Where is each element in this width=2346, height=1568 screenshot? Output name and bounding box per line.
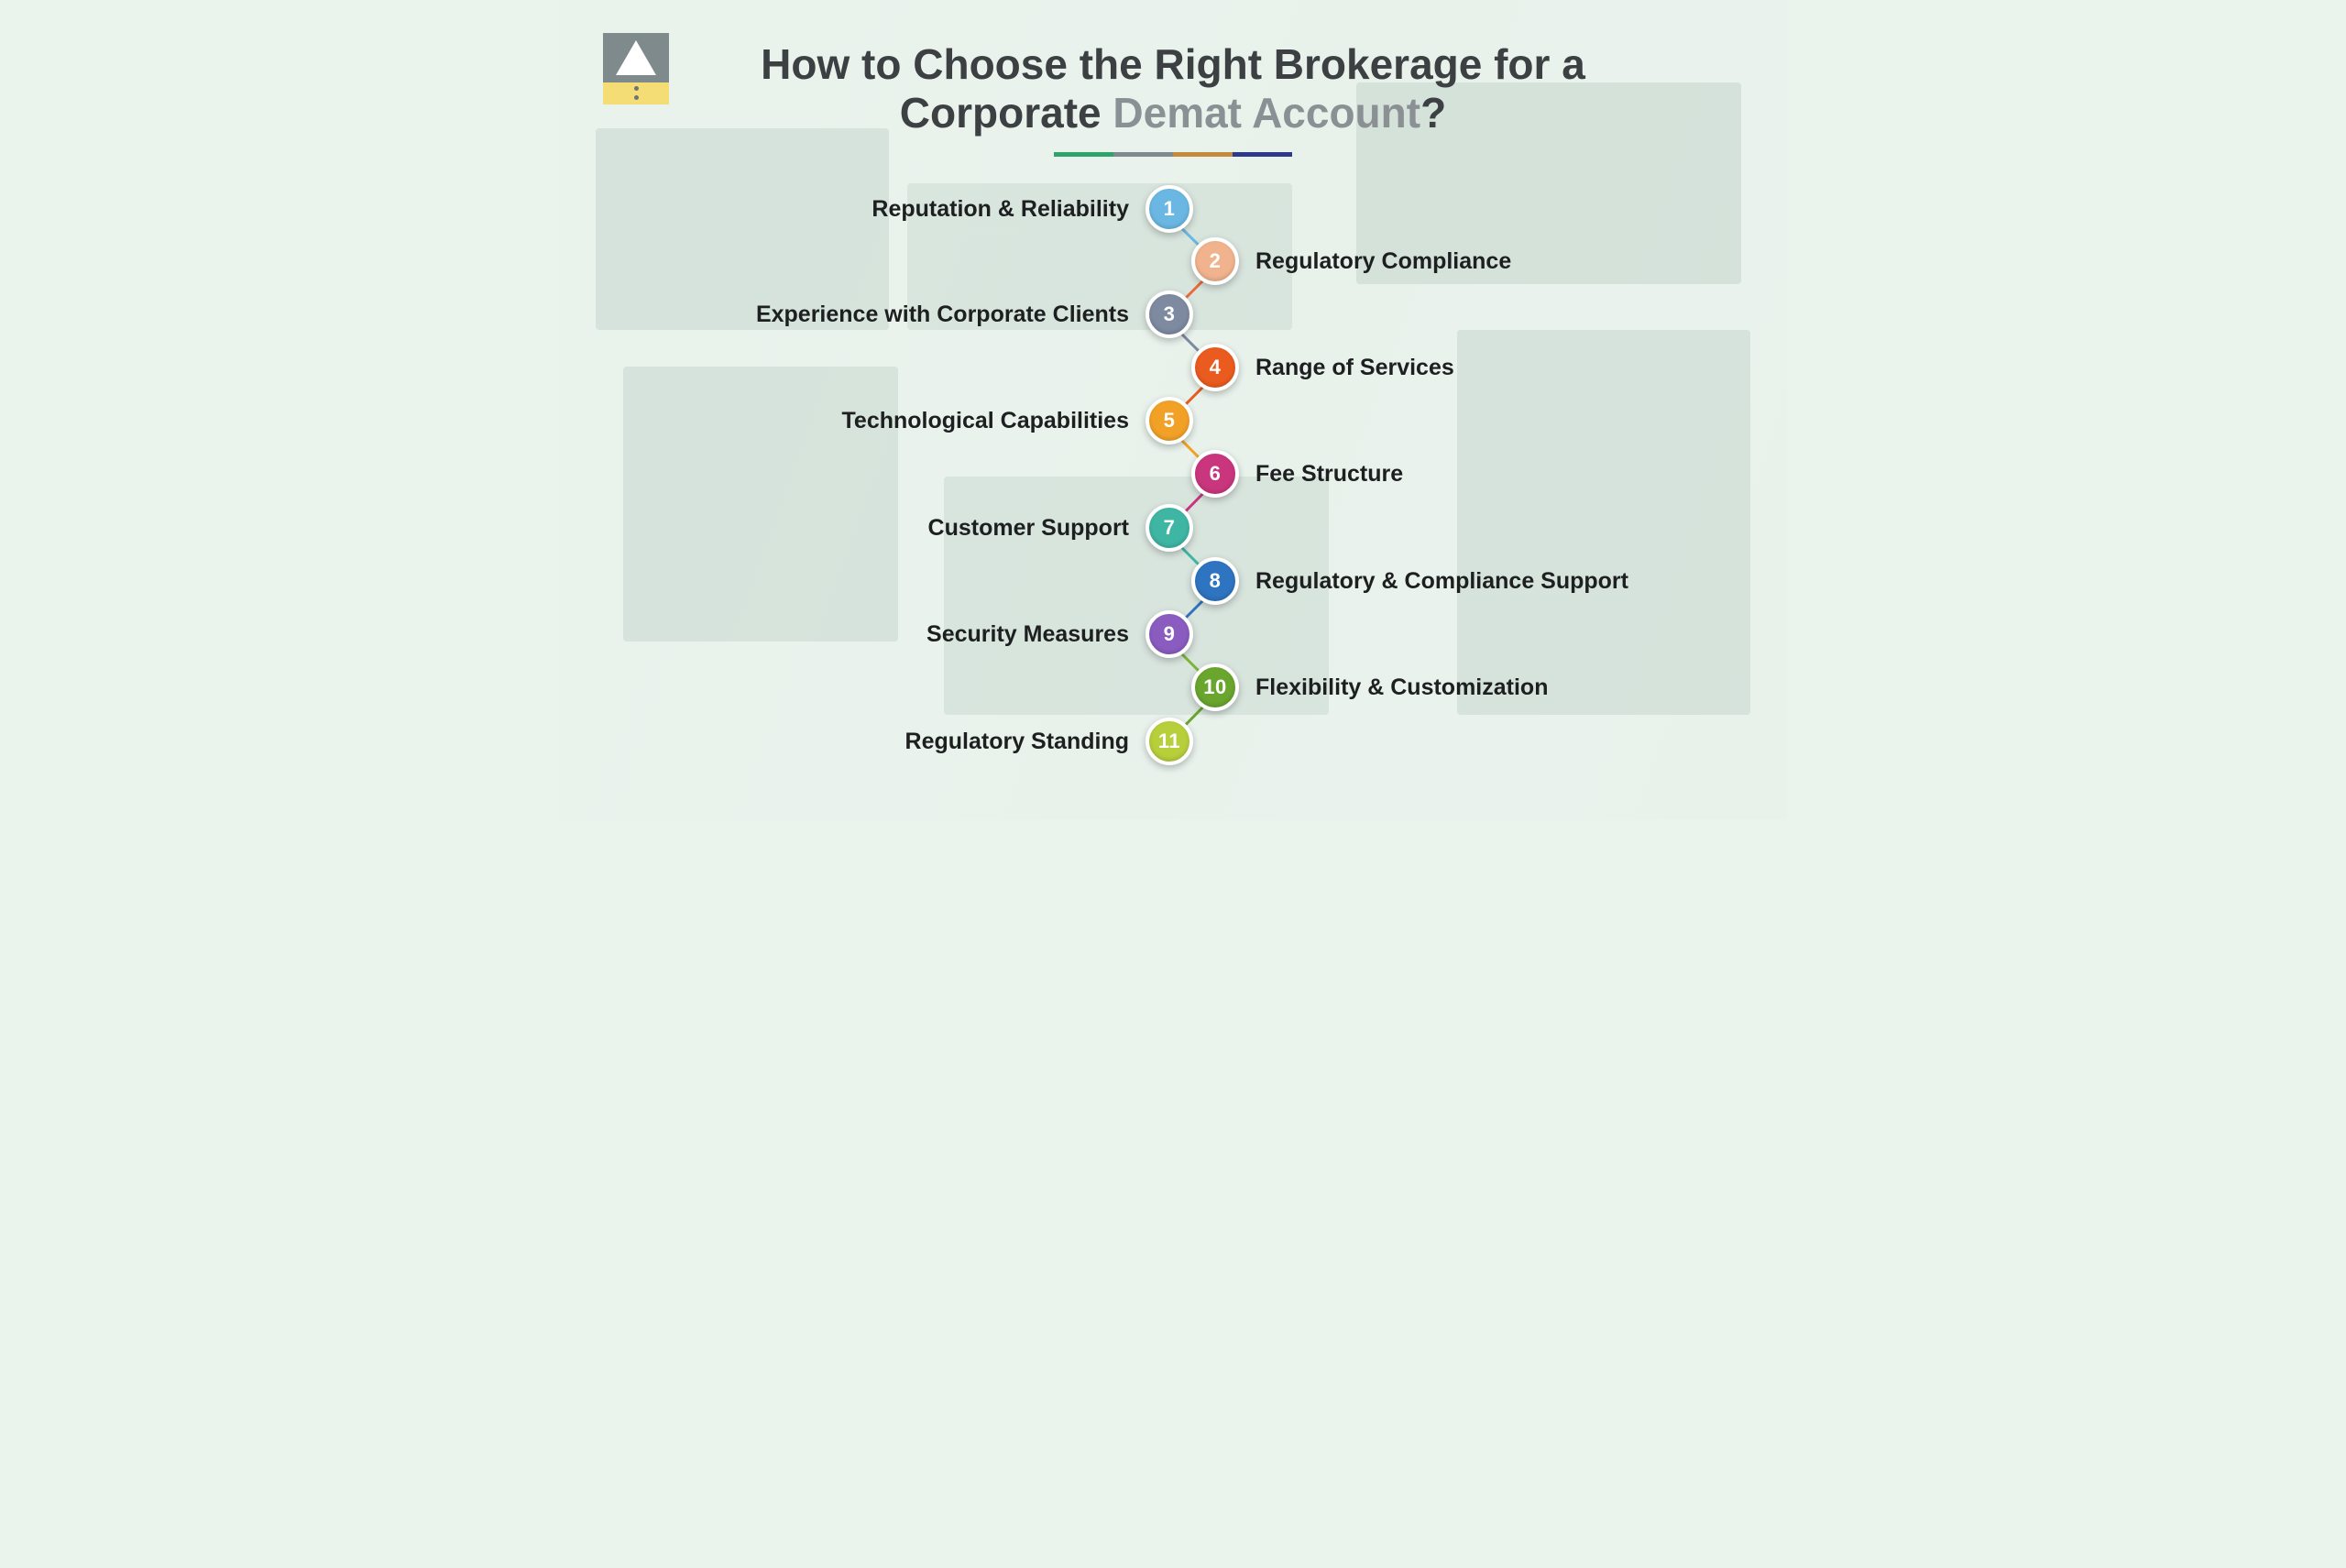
step-label: Reputation & Reliability: [872, 196, 1129, 223]
step-label: Technological Capabilities: [842, 408, 1130, 434]
step-label: Customer Support: [928, 515, 1129, 542]
step-label: Regulatory Compliance: [1255, 248, 1511, 275]
step-item-4: 4 Range of Services: [1191, 344, 1454, 391]
step-item-6: 6 Fee Structure: [1191, 450, 1403, 498]
step-item-2: 2 Regulatory Compliance: [1191, 237, 1511, 285]
step-item-9: 9 Security Measures: [926, 610, 1193, 658]
step-item-10: 10 Flexibility & Customization: [1191, 663, 1548, 711]
step-node-9: 9: [1146, 610, 1193, 658]
step-node-11: 11: [1146, 718, 1193, 765]
step-node-10: 10: [1191, 663, 1239, 711]
step-node-4: 4: [1191, 344, 1239, 391]
title-line-2: Corporate Demat Account?: [559, 89, 1787, 137]
step-node-6: 6: [1191, 450, 1239, 498]
step-item-1: 1 Reputation & Reliability: [872, 185, 1193, 233]
step-node-7: 7: [1146, 504, 1193, 552]
step-item-8: 8 Regulatory & Compliance Support: [1191, 557, 1628, 605]
step-label: Experience with Corporate Clients: [756, 302, 1129, 328]
title-underline: [1054, 152, 1292, 157]
step-label: Range of Services: [1255, 355, 1454, 381]
step-label: Fee Structure: [1255, 461, 1403, 488]
step-label: Regulatory Standing: [905, 729, 1129, 755]
infographic-canvas: How to Choose the Right Brokerage for a …: [559, 0, 1787, 820]
page-title: How to Choose the Right Brokerage for a …: [559, 40, 1787, 137]
step-node-3: 3: [1146, 291, 1193, 338]
step-node-5: 5: [1146, 397, 1193, 444]
step-node-1: 1: [1146, 185, 1193, 233]
step-item-3: 3 Experience with Corporate Clients: [756, 291, 1193, 338]
step-item-11: 11 Regulatory Standing: [905, 718, 1193, 765]
step-label: Security Measures: [926, 621, 1129, 648]
step-node-8: 8: [1191, 557, 1239, 605]
background-panel: [1457, 330, 1750, 715]
step-label: Regulatory & Compliance Support: [1255, 568, 1628, 595]
step-label: Flexibility & Customization: [1255, 674, 1548, 701]
step-node-2: 2: [1191, 237, 1239, 285]
step-item-5: 5 Technological Capabilities: [842, 397, 1194, 444]
step-item-7: 7 Customer Support: [928, 504, 1193, 552]
title-line-1: How to Choose the Right Brokerage for a: [559, 40, 1787, 89]
